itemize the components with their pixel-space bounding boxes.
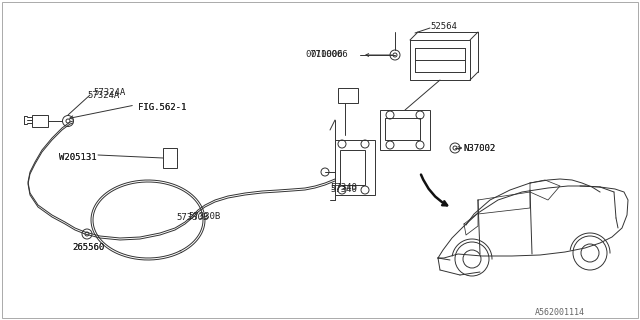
Text: W205131: W205131 (60, 153, 97, 162)
Text: W205131: W205131 (60, 153, 97, 162)
Text: FIG.562-1: FIG.562-1 (138, 103, 186, 112)
Bar (32, 115, 48, 127)
Text: A562001114: A562001114 (535, 308, 585, 317)
Text: 265560: 265560 (72, 243, 104, 252)
Text: 265560: 265560 (72, 243, 104, 252)
Text: FIG.562-1: FIG.562-1 (138, 103, 186, 112)
Text: 0710006: 0710006 (310, 50, 348, 59)
Text: 57340: 57340 (330, 185, 357, 194)
Text: 57324A: 57324A (87, 91, 119, 100)
Text: 57324A: 57324A (93, 88, 125, 97)
Bar (338, 88, 358, 103)
Text: 0710006: 0710006 (305, 50, 342, 59)
Text: 57340: 57340 (330, 183, 357, 192)
Text: N37002: N37002 (463, 144, 495, 153)
Text: N37002: N37002 (463, 144, 495, 153)
Bar (163, 148, 177, 168)
Bar (385, 118, 420, 140)
Bar (380, 110, 430, 150)
Bar (340, 150, 365, 185)
Text: 57330B: 57330B (176, 213, 208, 222)
Bar (335, 140, 375, 195)
Text: 52564: 52564 (430, 22, 457, 31)
Text: 57330B: 57330B (188, 212, 220, 221)
